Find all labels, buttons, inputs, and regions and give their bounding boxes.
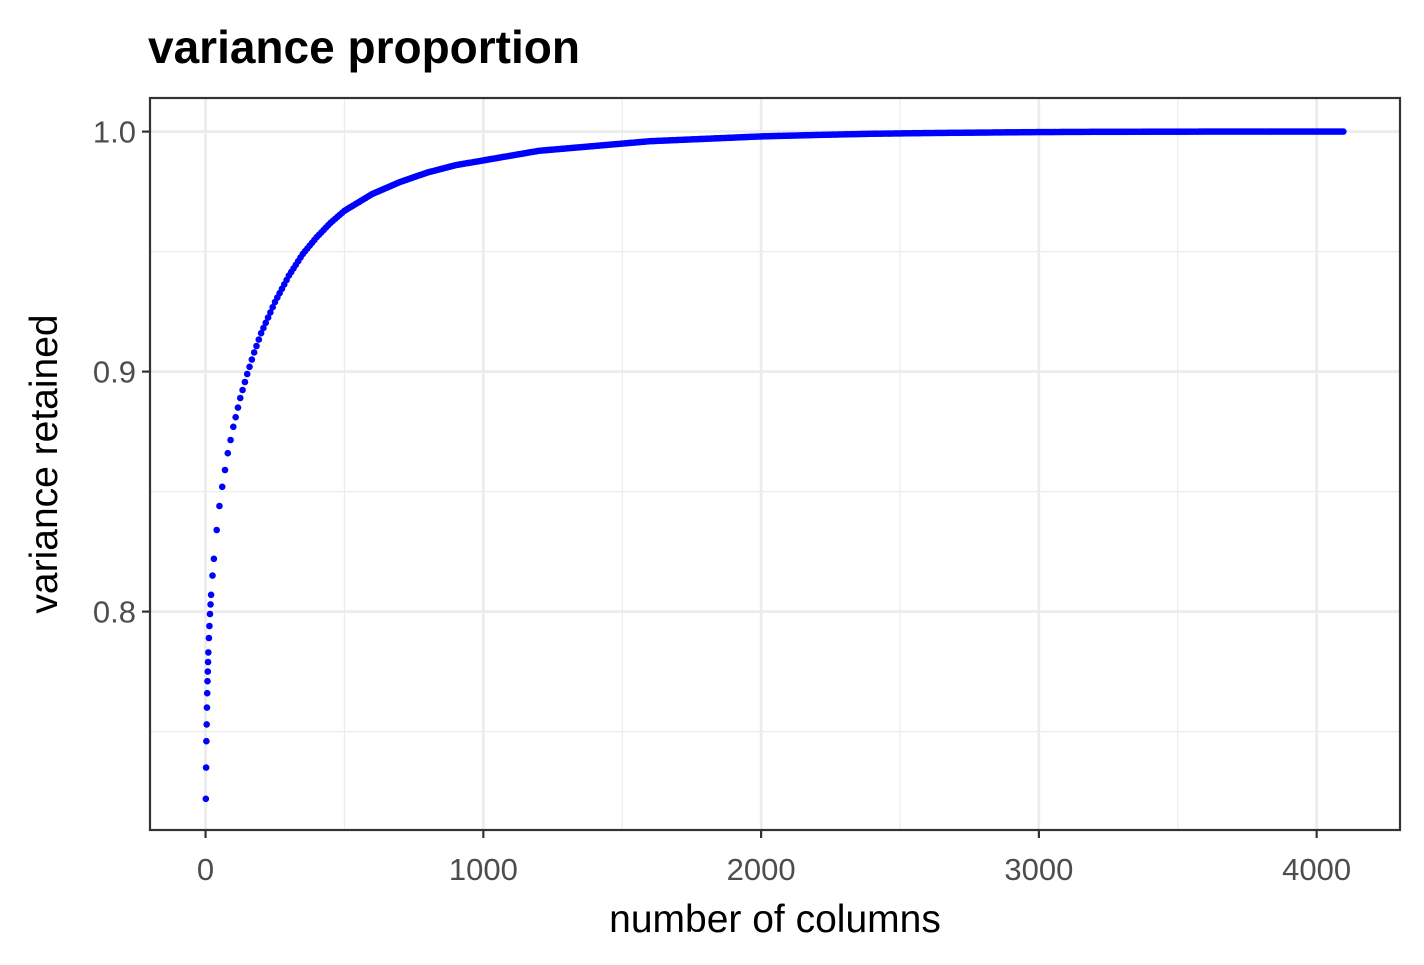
data-point [241, 378, 249, 386]
data-point [221, 466, 229, 474]
y-axis: 0.8 0.9 1.0 [93, 115, 150, 630]
data-point [203, 721, 210, 728]
data-point [255, 336, 263, 343]
data-point [205, 649, 212, 656]
data-point [203, 704, 211, 711]
data-point [230, 423, 237, 431]
data-point [204, 677, 211, 685]
data-point [207, 591, 215, 599]
data-point [248, 356, 256, 363]
data-point [243, 370, 251, 378]
data-point [234, 404, 242, 411]
y-axis-title: variance retained [23, 314, 66, 613]
minor-grid [150, 98, 1400, 830]
data-point [264, 314, 272, 321]
data-point [206, 610, 214, 618]
data-point [236, 394, 244, 402]
data-point [232, 413, 239, 421]
data-point [257, 329, 265, 337]
data-point [202, 795, 210, 803]
y-tick-label: 1.0 [93, 115, 136, 150]
data-point [267, 309, 274, 316]
data-point [209, 572, 216, 579]
data-point [213, 526, 220, 534]
x-tick-label: 4000 [1282, 852, 1351, 887]
data-point [218, 483, 226, 491]
major-grid [150, 98, 1400, 830]
data-point [203, 737, 210, 745]
data-point [262, 319, 270, 327]
data-point [227, 436, 234, 444]
y-tick-label: 0.9 [93, 355, 136, 390]
data-point [216, 502, 223, 510]
data-point [1340, 128, 1347, 135]
data-point [260, 324, 267, 332]
y-tick-label: 0.8 [93, 595, 136, 630]
x-axis-title: number of columns [609, 898, 941, 941]
data-point [203, 689, 211, 697]
x-tick-label: 1000 [449, 852, 518, 887]
data-point [204, 668, 212, 675]
x-axis: 0 1000 2000 3000 4000 [197, 830, 1351, 887]
data-point [207, 601, 214, 608]
data-point [239, 386, 246, 394]
data-point [206, 622, 213, 630]
x-tick-label: 3000 [1004, 852, 1073, 887]
data-point [205, 634, 213, 642]
data-point [246, 363, 253, 371]
plot-panel-border [148, 96, 1402, 832]
data-point [224, 449, 232, 457]
data-point [202, 764, 210, 771]
data-point [204, 658, 212, 666]
data-point [250, 349, 258, 356]
x-tick-label: 0 [197, 852, 214, 887]
data-points [202, 128, 1347, 803]
data-point [253, 342, 260, 350]
chart-title: variance proportion [148, 21, 580, 73]
data-point [269, 303, 276, 311]
data-point [210, 555, 218, 563]
x-tick-label: 2000 [727, 852, 796, 887]
